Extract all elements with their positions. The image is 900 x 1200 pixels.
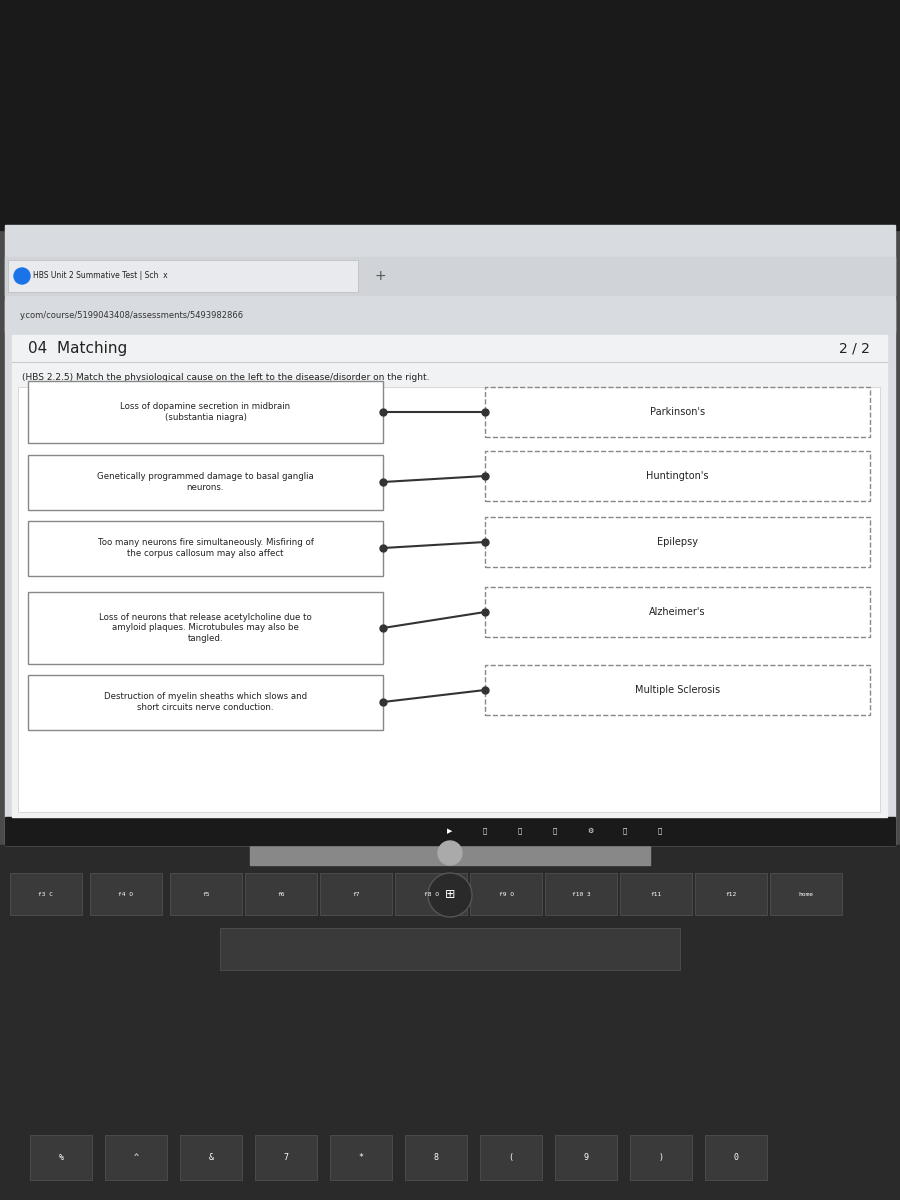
Text: 8: 8 bbox=[434, 1153, 438, 1162]
Text: f11: f11 bbox=[651, 892, 661, 896]
Bar bbox=[480, 1135, 542, 1180]
Text: f5: f5 bbox=[202, 892, 210, 896]
Bar bbox=[18, 386, 880, 812]
Text: (HBS 2.2.5) Match the physiological cause on the left to the disease/disorder on: (HBS 2.2.5) Match the physiological caus… bbox=[22, 373, 429, 383]
Text: f12: f12 bbox=[725, 892, 736, 896]
FancyBboxPatch shape bbox=[28, 521, 383, 576]
Text: Epilepsy: Epilepsy bbox=[657, 538, 698, 547]
FancyBboxPatch shape bbox=[485, 451, 870, 502]
Text: *: * bbox=[358, 1153, 364, 1162]
Text: Loss of neurons that release acetylcholine due to
amyloid plaques. Microtubules : Loss of neurons that release acetylcholi… bbox=[99, 613, 312, 643]
Bar bbox=[180, 1135, 242, 1180]
Text: home: home bbox=[798, 892, 814, 896]
Bar bbox=[5, 817, 895, 845]
Bar bbox=[30, 1135, 92, 1180]
Bar bbox=[395, 874, 467, 914]
Text: Destruction of myelin sheaths which slows and
short circuits nerve conduction.: Destruction of myelin sheaths which slow… bbox=[104, 692, 307, 712]
Bar bbox=[170, 874, 242, 914]
Text: f6: f6 bbox=[277, 892, 284, 896]
FancyBboxPatch shape bbox=[28, 592, 383, 664]
Text: y.com/course/5199043408/assessments/5493982866: y.com/course/5199043408/assessments/5493… bbox=[20, 312, 244, 320]
Text: 0: 0 bbox=[734, 1153, 739, 1162]
Text: f7: f7 bbox=[352, 892, 360, 896]
Text: 📷: 📷 bbox=[518, 828, 522, 834]
Bar bbox=[620, 874, 692, 914]
Bar bbox=[0, 0, 900, 230]
Text: Genetically programmed damage to basal ganglia
neurons.: Genetically programmed damage to basal g… bbox=[97, 473, 314, 492]
Bar bbox=[770, 874, 842, 914]
Bar bbox=[220, 928, 680, 970]
Text: Multiple Sclerosis: Multiple Sclerosis bbox=[634, 685, 720, 695]
Bar bbox=[0, 845, 900, 1200]
Text: Alzheimer's: Alzheimer's bbox=[649, 607, 706, 617]
FancyBboxPatch shape bbox=[28, 382, 383, 443]
Text: (: ( bbox=[508, 1153, 514, 1162]
Text: 7: 7 bbox=[284, 1153, 289, 1162]
Bar bbox=[250, 840, 650, 865]
Text: ^: ^ bbox=[133, 1153, 139, 1162]
Bar bbox=[8, 260, 358, 292]
FancyBboxPatch shape bbox=[485, 665, 870, 715]
Text: f4 O: f4 O bbox=[119, 892, 133, 896]
FancyBboxPatch shape bbox=[485, 587, 870, 637]
Text: ⊞: ⊞ bbox=[445, 888, 455, 901]
Text: 🔊: 🔊 bbox=[553, 828, 557, 834]
Text: Huntington's: Huntington's bbox=[646, 470, 709, 481]
Text: f3 C: f3 C bbox=[39, 892, 53, 896]
Text: &: & bbox=[209, 1153, 213, 1162]
Bar bbox=[255, 1135, 317, 1180]
Bar bbox=[470, 874, 542, 914]
Text: ▶: ▶ bbox=[447, 828, 453, 834]
Bar bbox=[5, 226, 895, 845]
Bar bbox=[10, 874, 82, 914]
Text: 🎵: 🎵 bbox=[483, 828, 487, 834]
Text: 🔋: 🔋 bbox=[623, 828, 627, 834]
Bar bbox=[555, 1135, 617, 1180]
FancyBboxPatch shape bbox=[28, 674, 383, 730]
Bar bbox=[5, 257, 895, 295]
Text: HBS Unit 2 Summative Test | Sch  x: HBS Unit 2 Summative Test | Sch x bbox=[33, 271, 167, 281]
Text: Too many neurons fire simultaneously. Misfiring of
the corpus callosum may also : Too many neurons fire simultaneously. Mi… bbox=[97, 539, 313, 558]
Bar bbox=[320, 874, 392, 914]
FancyBboxPatch shape bbox=[28, 455, 383, 510]
FancyBboxPatch shape bbox=[485, 386, 870, 437]
Text: f8 O: f8 O bbox=[424, 892, 438, 896]
Bar bbox=[695, 874, 767, 914]
Circle shape bbox=[14, 268, 30, 284]
Bar bbox=[330, 1135, 392, 1180]
Text: Parkinson's: Parkinson's bbox=[650, 407, 705, 416]
Bar bbox=[5, 300, 895, 332]
Text: Loss of dopamine secretion in midbrain
(substantia niagra): Loss of dopamine secretion in midbrain (… bbox=[121, 402, 291, 421]
Bar bbox=[12, 335, 887, 817]
Bar bbox=[545, 874, 617, 914]
FancyBboxPatch shape bbox=[485, 517, 870, 566]
Bar bbox=[705, 1135, 767, 1180]
Text: +: + bbox=[374, 269, 386, 283]
Bar bbox=[405, 1135, 467, 1180]
Bar bbox=[90, 874, 162, 914]
Text: ⚙: ⚙ bbox=[587, 828, 593, 834]
Text: f9 O: f9 O bbox=[499, 892, 514, 896]
Bar bbox=[630, 1135, 692, 1180]
Circle shape bbox=[428, 874, 472, 917]
Text: %: % bbox=[58, 1153, 64, 1162]
Circle shape bbox=[438, 841, 462, 865]
Bar bbox=[245, 874, 317, 914]
Bar bbox=[105, 1135, 167, 1180]
Text: ): ) bbox=[659, 1153, 663, 1162]
Text: 04  Matching: 04 Matching bbox=[28, 341, 127, 355]
Text: 9: 9 bbox=[583, 1153, 589, 1162]
Text: f10 3: f10 3 bbox=[572, 892, 590, 896]
Text: 2 / 2: 2 / 2 bbox=[839, 341, 870, 355]
Text: 📶: 📶 bbox=[658, 828, 662, 834]
